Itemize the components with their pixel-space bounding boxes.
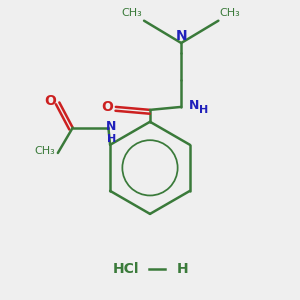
- Text: N: N: [106, 120, 116, 133]
- Text: CH₃: CH₃: [34, 146, 55, 157]
- Text: N: N: [188, 99, 199, 112]
- Text: H: H: [177, 262, 188, 276]
- Text: H: H: [199, 105, 208, 115]
- Text: CH₃: CH₃: [220, 8, 241, 18]
- Text: H: H: [107, 134, 116, 144]
- Text: N: N: [176, 28, 187, 43]
- Text: O: O: [44, 94, 56, 108]
- Text: O: O: [102, 100, 113, 114]
- Text: HCl: HCl: [113, 262, 140, 276]
- Text: CH₃: CH₃: [122, 8, 142, 18]
